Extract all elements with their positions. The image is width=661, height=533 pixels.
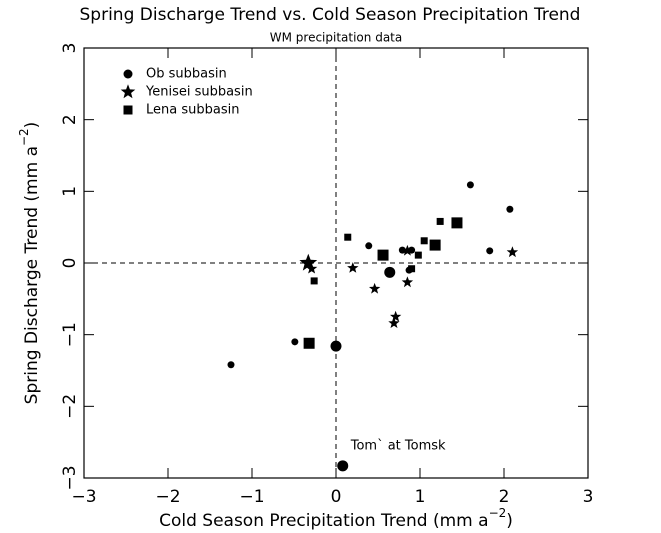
x-tick-label: −1 xyxy=(239,487,264,507)
point xyxy=(398,246,406,254)
chart-title: Spring Discharge Trend vs. Cold Season P… xyxy=(80,5,581,25)
x-tick-label: 3 xyxy=(583,487,594,507)
point xyxy=(451,217,463,229)
point xyxy=(337,460,349,472)
point xyxy=(414,251,422,259)
point xyxy=(408,265,416,273)
legend-label: Ob subbasin xyxy=(146,67,227,82)
x-tick-label: −2 xyxy=(155,487,180,507)
point xyxy=(401,276,414,288)
legend-marker xyxy=(123,69,133,79)
legend-label: Lena subbasin xyxy=(146,103,239,118)
point xyxy=(401,244,414,256)
point xyxy=(303,337,315,349)
point xyxy=(506,205,514,213)
point xyxy=(369,282,381,294)
y-tick-label: −3 xyxy=(60,465,80,490)
point xyxy=(420,237,428,245)
legend-label: Yenisei subbasin xyxy=(145,85,253,100)
y-tick-label: 0 xyxy=(60,258,80,269)
y-tick-label: 3 xyxy=(60,43,80,54)
chart-subtitle: WM precipitation data xyxy=(270,31,402,45)
y-tick-label: 1 xyxy=(60,186,80,197)
point xyxy=(310,277,318,285)
annotation: Tom` at Tomsk xyxy=(350,438,446,453)
y-tick-label: −1 xyxy=(60,322,80,347)
legend-marker xyxy=(120,84,136,99)
point xyxy=(365,242,373,250)
x-tick-label: 1 xyxy=(415,487,426,507)
point xyxy=(466,181,474,189)
y-axis-label: Spring Discharge Trend (mm a−2) xyxy=(17,122,43,405)
point xyxy=(291,338,299,346)
legend-marker xyxy=(123,105,133,115)
x-axis-label: Cold Season Precipitation Trend (mm a−2) xyxy=(159,506,513,532)
point xyxy=(384,266,396,278)
point xyxy=(429,239,441,251)
point xyxy=(388,317,400,328)
point xyxy=(227,361,235,369)
point xyxy=(377,249,389,261)
point xyxy=(347,262,359,273)
point xyxy=(306,262,318,274)
y-tick-label: 2 xyxy=(60,114,80,125)
point xyxy=(330,340,342,352)
point xyxy=(390,310,402,322)
point xyxy=(436,217,444,225)
x-tick-label: 0 xyxy=(331,487,342,507)
point xyxy=(344,233,352,241)
y-tick-label: −2 xyxy=(60,394,80,419)
point xyxy=(299,253,318,271)
point xyxy=(486,247,494,255)
x-tick-label: 2 xyxy=(499,487,510,507)
point xyxy=(506,246,519,258)
x-tick-label: −3 xyxy=(71,487,96,507)
